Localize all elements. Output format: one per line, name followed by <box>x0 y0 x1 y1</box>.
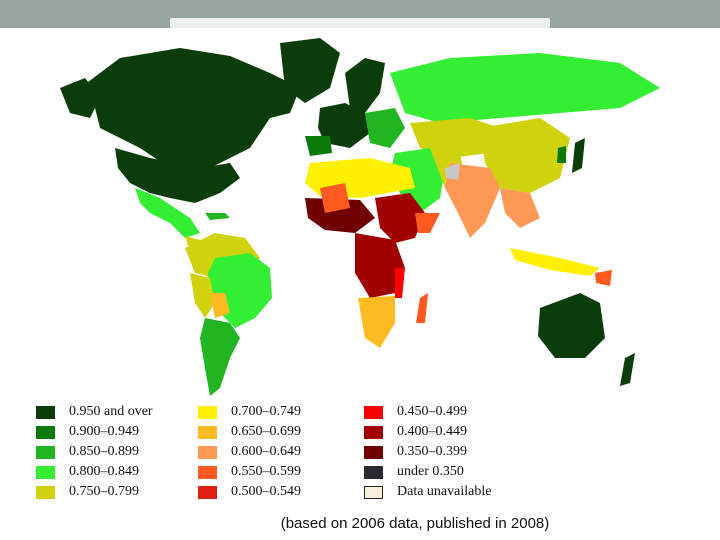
region-west-africa <box>305 198 375 233</box>
legend-swatch <box>364 405 383 419</box>
region-iberia <box>305 136 332 156</box>
legend-swatch <box>36 465 55 479</box>
region-east-africa <box>375 193 425 243</box>
region-scandinavia <box>345 58 385 113</box>
legend-item: 0.800–0.849 <box>36 462 153 482</box>
region-unavailable <box>445 163 460 180</box>
world-map <box>24 33 696 408</box>
legend-item: 0.950 and over <box>36 402 153 422</box>
region-southern-cone <box>200 318 240 396</box>
legend-label: 0.400–0.449 <box>397 424 467 439</box>
legend-swatch <box>364 445 383 459</box>
legend-swatch <box>364 425 383 439</box>
region-bolivia <box>210 293 230 318</box>
legend-swatch <box>36 485 55 499</box>
legend-label: 0.550–0.599 <box>231 464 301 479</box>
legend-label: 0.350–0.399 <box>397 444 467 459</box>
legend-label: 0.700–0.749 <box>231 404 301 419</box>
region-alaska <box>60 78 100 118</box>
region-caribbean <box>205 213 230 220</box>
region-andes <box>190 273 215 318</box>
region-new-zealand <box>620 353 635 386</box>
legend-item: 0.650–0.699 <box>198 422 301 442</box>
legend-column-3: 0.450–0.499 0.400–0.449 0.350–0.399 unde… <box>364 402 491 502</box>
legend-label: 0.500–0.549 <box>231 484 301 499</box>
region-madagascar <box>416 293 428 323</box>
legend-item: 0.600–0.649 <box>198 442 301 462</box>
region-china <box>480 118 570 193</box>
legend-item: Data unavailable <box>364 482 491 502</box>
legend-column-2: 0.700–0.749 0.650–0.699 0.600–0.649 0.55… <box>198 402 301 502</box>
region-mexico <box>135 188 200 238</box>
region-greenland <box>280 38 340 103</box>
legend-item: 0.900–0.949 <box>36 422 153 442</box>
legend-label: 0.600–0.649 <box>231 444 301 459</box>
caption: (based on 2006 data, published in 2008) <box>280 515 550 532</box>
legend-label: Data unavailable <box>397 484 492 499</box>
legend-item: 0.500–0.549 <box>198 482 301 502</box>
legend-label: 0.750–0.799 <box>69 484 139 499</box>
region-central-asia <box>410 118 500 158</box>
legend-swatch <box>36 445 55 459</box>
legend: 0.950 and over 0.900–0.949 0.850–0.899 0… <box>0 402 720 512</box>
legend-label: 0.800–0.849 <box>69 464 139 479</box>
legend-item: 0.750–0.799 <box>36 482 153 502</box>
region-eastern-europe <box>365 108 405 148</box>
region-india <box>445 163 500 238</box>
legend-swatch <box>36 405 55 419</box>
legend-item: 0.400–0.449 <box>364 422 491 442</box>
legend-label: 0.850–0.899 <box>69 444 139 459</box>
region-central-africa <box>355 233 405 298</box>
legend-label: 0.650–0.699 <box>231 424 301 439</box>
legend-swatch <box>36 425 55 439</box>
legend-item: under 0.350 <box>364 462 491 482</box>
region-sahel <box>320 183 350 213</box>
top-bar <box>0 0 720 28</box>
legend-swatch <box>198 425 217 439</box>
legend-item: 0.350–0.399 <box>364 442 491 462</box>
legend-swatch <box>364 485 383 499</box>
top-bar-tab <box>170 18 550 28</box>
legend-swatch <box>198 485 217 499</box>
legend-item: 0.700–0.749 <box>198 402 301 422</box>
region-japan <box>572 138 585 173</box>
legend-column-1: 0.950 and over 0.900–0.949 0.850–0.899 0… <box>36 402 153 502</box>
region-mozambique <box>395 268 405 298</box>
legend-swatch <box>198 405 217 419</box>
legend-label: 0.450–0.499 <box>397 404 467 419</box>
region-western-europe <box>318 103 370 148</box>
region-southeast-asia <box>500 188 540 228</box>
region-usa <box>115 148 240 203</box>
legend-swatch <box>198 445 217 459</box>
region-southern-africa <box>358 296 395 348</box>
legend-label: 0.950 and over <box>69 404 153 419</box>
region-korea <box>557 146 566 163</box>
legend-swatch <box>364 465 383 479</box>
region-indonesia <box>510 248 600 276</box>
legend-label: 0.900–0.949 <box>69 424 139 439</box>
region-horn <box>415 213 440 233</box>
region-australia <box>538 293 605 358</box>
legend-item: 0.550–0.599 <box>198 462 301 482</box>
region-russia <box>390 53 660 123</box>
region-canada <box>80 48 300 168</box>
region-png <box>595 270 612 286</box>
legend-item: 0.450–0.499 <box>364 402 491 422</box>
legend-label: under 0.350 <box>397 464 464 479</box>
legend-swatch <box>198 465 217 479</box>
legend-item: 0.850–0.899 <box>36 442 153 462</box>
